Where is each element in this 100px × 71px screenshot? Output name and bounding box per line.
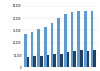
Bar bbox=[87, 51, 90, 67]
Bar bbox=[60, 54, 63, 67]
Bar bbox=[37, 29, 40, 67]
Bar bbox=[24, 34, 27, 67]
Bar bbox=[50, 23, 53, 67]
Bar bbox=[57, 18, 60, 67]
Bar bbox=[40, 56, 43, 67]
Bar bbox=[77, 11, 80, 67]
Bar bbox=[73, 51, 76, 67]
Bar bbox=[70, 12, 73, 67]
Bar bbox=[93, 50, 96, 67]
Bar bbox=[90, 11, 93, 67]
Bar bbox=[44, 27, 47, 67]
Bar bbox=[27, 57, 30, 67]
Bar bbox=[30, 32, 33, 67]
Bar bbox=[47, 55, 50, 67]
Bar bbox=[64, 14, 67, 67]
Bar bbox=[53, 54, 56, 67]
Bar bbox=[33, 56, 36, 67]
Bar bbox=[84, 11, 87, 67]
Bar bbox=[67, 52, 70, 67]
Bar bbox=[80, 50, 83, 67]
